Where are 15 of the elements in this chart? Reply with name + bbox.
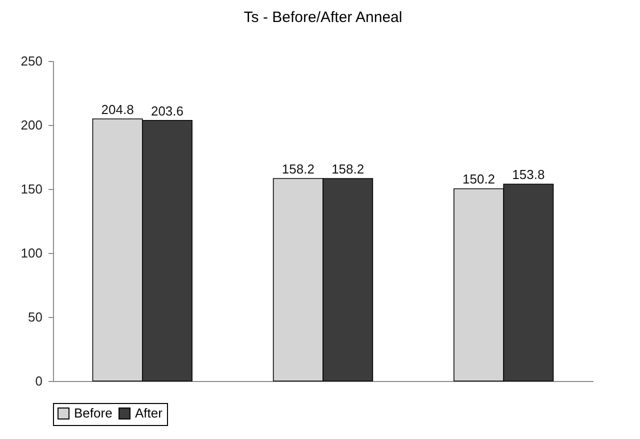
data-label: 150.2 — [462, 172, 496, 187]
legend-label: Before — [74, 406, 112, 421]
y-tick-label: 150 — [20, 182, 42, 196]
data-label: 158.2 — [282, 162, 314, 177]
data-label: 153.8 — [512, 167, 545, 182]
data-label: 204.8 — [101, 102, 134, 117]
y-tick-label: 0 — [35, 374, 42, 388]
data-label: 203.6 — [150, 103, 184, 118]
data-label: 158.2 — [332, 162, 364, 177]
y-tick-label: 250 — [20, 54, 42, 68]
y-tick-label: 100 — [20, 246, 42, 260]
y-tick-label: 200 — [20, 118, 42, 132]
chart-title: Ts - Before/After Anneal — [244, 9, 402, 26]
y-tick-label: 50 — [28, 310, 42, 324]
legend-label: After — [135, 406, 164, 421]
